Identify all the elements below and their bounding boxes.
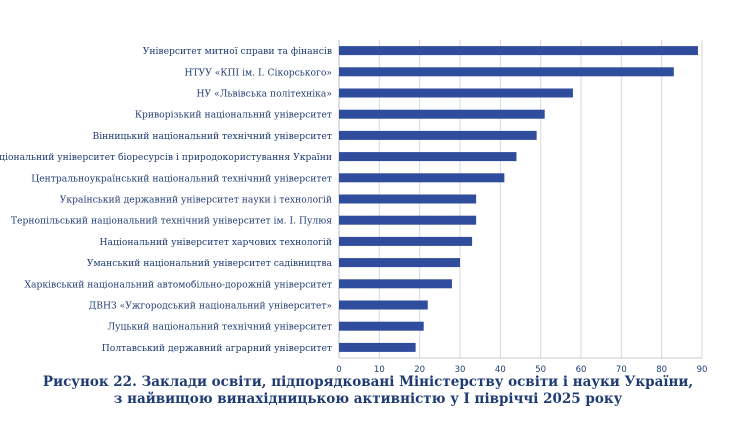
bar <box>339 279 452 289</box>
bar <box>339 67 674 77</box>
caption-line-1: Рисунок 22. Заклади освіти, підпорядкова… <box>42 374 694 390</box>
category-label: НУ «Львівська політехніка» <box>197 89 332 100</box>
category-label: НТУУ «КПІ ім. І. Сікорського» <box>184 67 332 78</box>
category-label: Національний університет харчових технол… <box>100 237 333 248</box>
category-label: Вінницький національний технічний універ… <box>92 131 332 142</box>
bar <box>339 46 698 56</box>
category-label: Полтавський державний аграрний університ… <box>102 343 332 354</box>
category-label: Уманський національний університет садів… <box>87 258 333 269</box>
bar <box>339 215 477 225</box>
x-tick-label: 40 <box>495 365 506 372</box>
category-label: Криворізький національний університет <box>135 110 332 121</box>
bar-chart-svg: Університет митної справи та фінансів НТУ… <box>0 40 707 372</box>
bar <box>339 152 517 162</box>
bars <box>339 46 698 352</box>
x-tick-label: 30 <box>455 365 466 372</box>
bar <box>339 258 460 268</box>
category-label: Український державний університет науки … <box>60 195 332 206</box>
category-label: Центральноукраїнський національний техні… <box>31 173 332 184</box>
chart: Університет митної справи та фінансів НТУ… <box>0 40 707 372</box>
bar <box>339 236 473 246</box>
bar <box>339 300 428 310</box>
category-label: ДВНЗ «Ужгородський національний універси… <box>89 301 332 312</box>
category-label: Національний університет біоресурсів і п… <box>0 152 332 163</box>
caption-line-2: з найвищою винахідницькою активністю у І… <box>113 391 623 407</box>
x-tick-label: 20 <box>414 365 425 372</box>
bar <box>339 88 573 98</box>
figure-caption: Рисунок 22. Заклади освіти, підпорядкова… <box>0 374 736 408</box>
category-labels: Університет митної справи та фінансів НТУ… <box>0 46 333 354</box>
x-tick-label: 80 <box>656 365 667 372</box>
category-label: Харківський національний автомобільно-до… <box>24 279 332 290</box>
category-label: Університет митної справи та фінансів <box>143 46 332 57</box>
bar <box>339 194 477 204</box>
category-label: Тернопільський національний технічний ун… <box>11 216 332 227</box>
x-tick-label: 10 <box>374 365 385 372</box>
x-tick-label: 70 <box>616 365 627 372</box>
x-tick-label: 60 <box>576 365 587 372</box>
category-label: Луцький національний технічний університ… <box>107 322 332 333</box>
x-tick-labels: 0 10 20 30 40 50 60 70 80 90 <box>336 365 707 372</box>
bar <box>339 109 545 119</box>
bar <box>339 342 416 352</box>
bar <box>339 321 424 331</box>
bar <box>339 173 505 183</box>
x-tick-label: 50 <box>535 365 546 372</box>
x-tick-label: 90 <box>697 365 708 372</box>
bar <box>339 130 537 140</box>
x-tick-label: 0 <box>336 365 341 372</box>
